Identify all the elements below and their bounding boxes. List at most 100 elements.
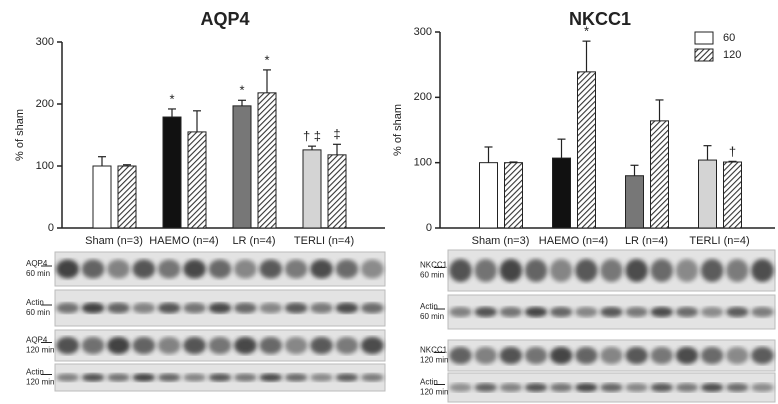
- blot-band: [524, 346, 548, 365]
- significance-mark: †: [729, 144, 736, 159]
- blot-band: [157, 336, 181, 355]
- blot-band: [575, 346, 598, 365]
- blot-time: 60 min: [26, 308, 50, 317]
- blot-band: [360, 302, 384, 314]
- error-bar: [263, 69, 271, 93]
- blot-band: [625, 306, 648, 318]
- error-bar: [509, 161, 518, 163]
- error-bar: [193, 110, 201, 132]
- blot-band: [449, 383, 472, 392]
- blot-band: [499, 306, 523, 318]
- blot-band: [700, 259, 724, 282]
- blot-protein: Actin: [420, 378, 438, 387]
- blot-protein: NKCC1: [420, 261, 448, 270]
- blot-time: 120 min: [26, 378, 54, 387]
- legend-swatch: [694, 48, 714, 62]
- blot-protein: NKCC1: [420, 346, 448, 355]
- bar: [625, 175, 644, 229]
- blot-band: [107, 336, 130, 355]
- blot-time: 60 min: [420, 312, 444, 321]
- significance-mark: *: [584, 24, 589, 39]
- blot-band: [183, 373, 207, 382]
- y-tick-label: 200: [36, 98, 54, 110]
- bar: [302, 149, 322, 229]
- blot-band: [751, 259, 774, 282]
- blot-band: [310, 302, 333, 314]
- legend-label: 60: [723, 32, 735, 44]
- blot-band: [751, 306, 774, 318]
- blot-band: [625, 383, 648, 392]
- blot-band: [56, 336, 80, 355]
- bar: [92, 165, 112, 229]
- y-tick-label: 0: [48, 222, 54, 234]
- error-bar: [582, 40, 591, 72]
- blot-band: [360, 336, 384, 355]
- y-tick-label: 0: [426, 222, 432, 234]
- blot-band: [259, 302, 283, 314]
- blot-band: [157, 302, 181, 314]
- blot-band: [107, 373, 130, 382]
- error-bar: [655, 99, 664, 121]
- blot-band: [132, 302, 156, 314]
- blot-band: [499, 383, 523, 392]
- blot-band: [310, 259, 333, 279]
- blot-band: [81, 373, 105, 382]
- legend-label: 120: [723, 49, 741, 61]
- significance-mark: † ‡: [303, 129, 321, 144]
- blot-band: [56, 373, 80, 382]
- blot-band: [360, 373, 384, 382]
- y-tick-label: 100: [36, 160, 54, 172]
- blot-band: [449, 346, 472, 365]
- blot-band: [449, 259, 472, 282]
- blot-band: [600, 306, 623, 318]
- blot-band: [335, 302, 359, 314]
- error-bar: [308, 145, 316, 150]
- blot-band: [81, 336, 105, 355]
- blot-band: [132, 259, 156, 279]
- error-bar: [168, 108, 176, 118]
- blot-protein: Actin: [26, 298, 44, 307]
- blot-band: [259, 373, 283, 382]
- blot-band: [650, 383, 674, 392]
- blot-band: [284, 259, 308, 279]
- blot-band: [751, 383, 774, 392]
- blot-band: [650, 306, 674, 318]
- blot-band: [183, 302, 207, 314]
- y-axis-label: % of sham: [14, 109, 26, 161]
- y-tick-label: 200: [414, 91, 432, 103]
- blot-band: [56, 259, 80, 279]
- blot-band: [208, 336, 232, 355]
- blot-band: [549, 306, 573, 318]
- blot-band: [360, 259, 384, 279]
- blot-band: [107, 302, 130, 314]
- bar: [577, 71, 596, 229]
- blot-band: [675, 306, 699, 318]
- x-tick-label: HAEMO (n=4): [149, 235, 218, 247]
- chart-title: AQP4: [200, 9, 249, 29]
- blot-time: 60 min: [420, 271, 444, 280]
- blot-band: [107, 259, 130, 279]
- error-bar: [123, 164, 131, 166]
- blot-band: [183, 259, 207, 279]
- blot-band: [233, 373, 257, 382]
- y-axis-label: % of sham: [392, 104, 404, 156]
- blot-band: [233, 336, 257, 355]
- blot-time: 120 min: [420, 388, 448, 397]
- blot-band: [335, 259, 359, 279]
- blot-band: [675, 383, 699, 392]
- x-tick-label: TERLI (n=4): [294, 235, 354, 247]
- y-tick-label: 300: [36, 36, 54, 48]
- blot-band: [183, 336, 207, 355]
- blot-band: [725, 306, 749, 318]
- error-bar: [703, 145, 712, 161]
- error-bar: [728, 160, 737, 163]
- blot-band: [725, 259, 749, 282]
- x-tick-label: HAEMO (n=4): [539, 235, 608, 247]
- blot-band: [284, 302, 308, 314]
- error-bar: [238, 99, 246, 106]
- chart-title: NKCC1: [569, 9, 631, 29]
- error-bar: [333, 143, 341, 155]
- blot-band: [751, 346, 774, 365]
- blot-band: [725, 383, 749, 392]
